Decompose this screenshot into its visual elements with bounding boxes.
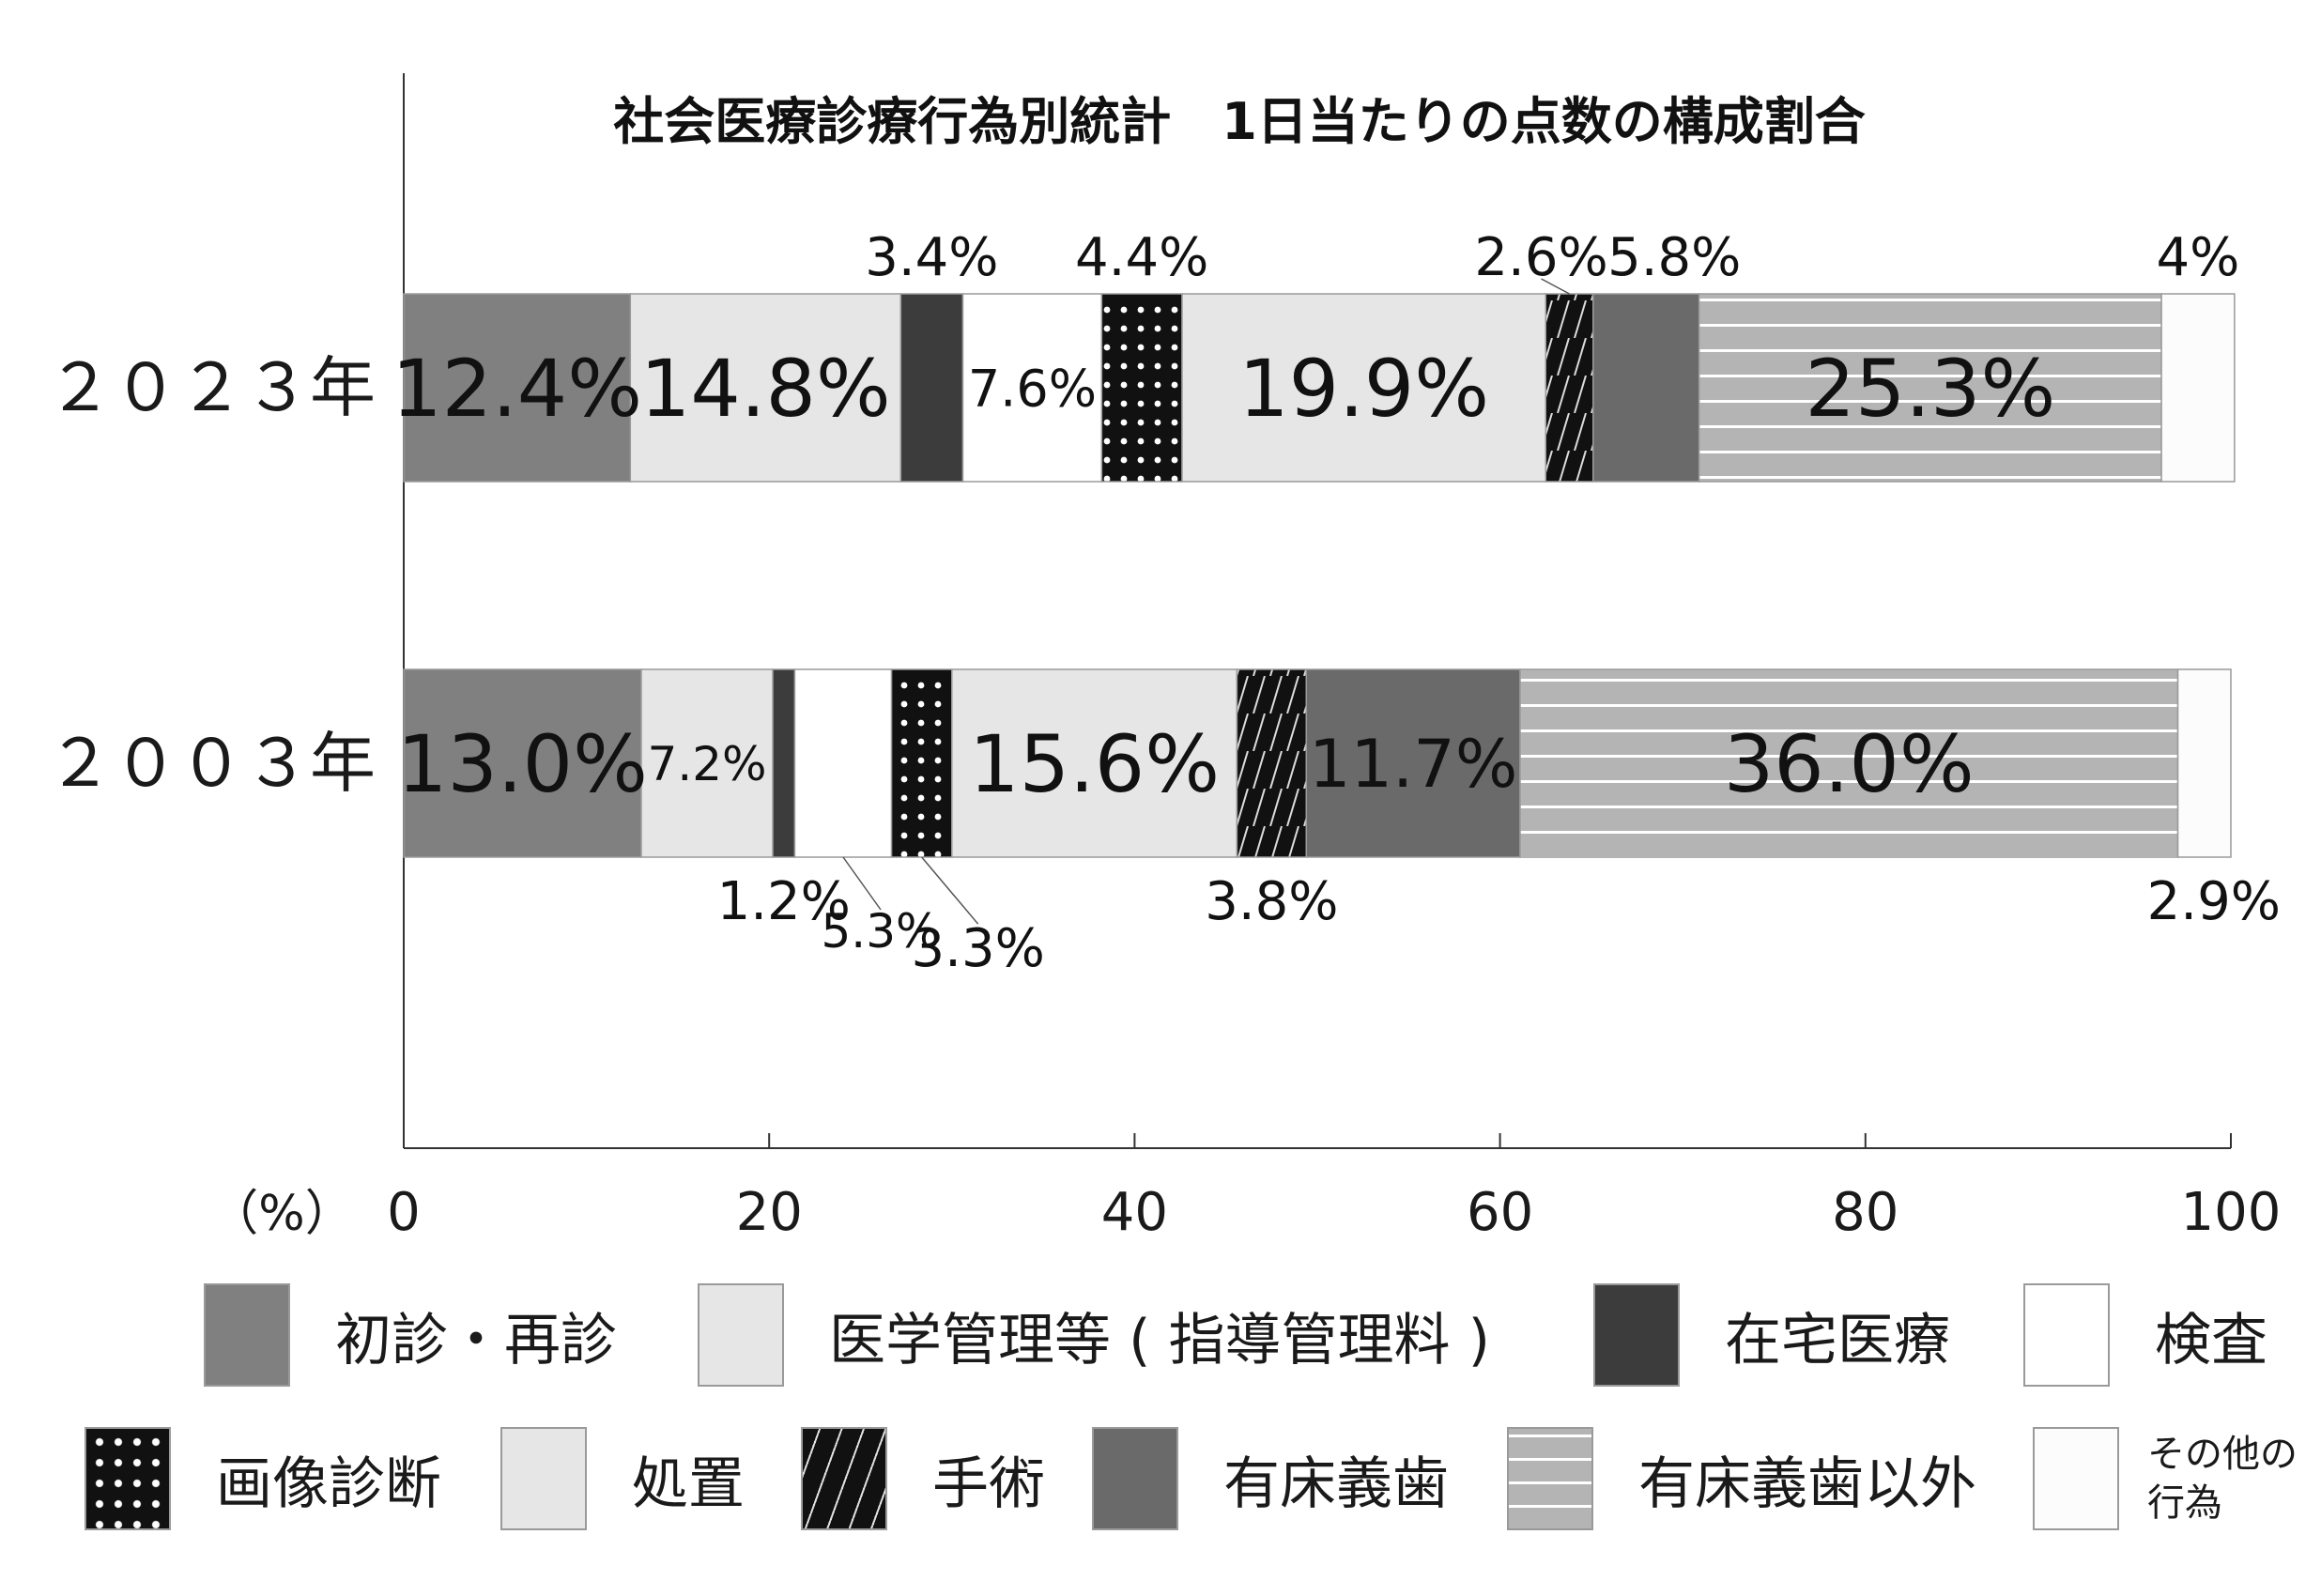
data-label: 4% — [2157, 227, 2240, 288]
axes — [403, 73, 2231, 1149]
category-label: ２０２３年 — [47, 349, 376, 426]
label-leader-line — [1541, 278, 1570, 295]
bar-segment — [1545, 293, 1594, 483]
bar-segment — [1181, 293, 1546, 483]
data-labels: 12.4%14.8% 3.4% 7.6% 4.4% 19.9% 2.6% 5.8% 25.3%… — [392, 227, 2281, 979]
bar-segment — [793, 668, 893, 858]
bar-segment — [1519, 668, 2179, 858]
data-label: 11.7% — [1309, 726, 1517, 803]
bar-segment — [890, 668, 953, 858]
data-label: 3.8% — [1205, 871, 1338, 932]
category-labels: ２０２３年 ２００３年 — [47, 349, 376, 802]
bar-segment — [1592, 293, 1700, 483]
bar-segments — [403, 293, 2236, 858]
data-label: 7.2% — [648, 737, 767, 791]
x-tick-label: 100 — [2181, 1182, 2282, 1243]
bar-segment — [899, 293, 964, 483]
data-label: 19.9% — [1238, 343, 1489, 435]
bar-segment — [403, 293, 632, 483]
x-axis-ticks: 0 20 40 60 80 100 — [387, 1133, 2281, 1243]
bar-segment — [2176, 668, 2232, 858]
bar-segment — [1100, 293, 1183, 483]
data-label: 5.8% — [1607, 227, 1741, 288]
data-label: 5.3% — [821, 904, 940, 959]
x-tick-label: 20 — [736, 1182, 803, 1243]
category-label: ２００３年 — [47, 725, 376, 802]
data-label: 3.4% — [865, 227, 998, 288]
data-label: 7.6% — [968, 359, 1097, 418]
data-label: 14.8% — [640, 343, 891, 435]
x-tick-label: 80 — [1832, 1182, 1898, 1243]
data-label: 2.6% — [1474, 227, 1607, 288]
bar-segment — [640, 668, 774, 858]
bar-segment — [2160, 293, 2236, 483]
data-label: 2.9% — [2147, 871, 2281, 932]
data-label: 1.2% — [717, 871, 851, 932]
x-tick-label: 60 — [1467, 1182, 1533, 1243]
label-leader-line — [842, 856, 882, 911]
label-leader-line — [921, 856, 979, 925]
bar-segment — [403, 668, 642, 858]
x-axis-unit-label: （%） — [209, 1186, 353, 1242]
data-label: 13.0% — [397, 718, 648, 810]
bar-segment — [629, 293, 902, 483]
data-label: 15.6% — [969, 718, 1220, 810]
bar-segment — [772, 668, 796, 858]
x-tick-label: 0 — [387, 1182, 421, 1243]
bar-segment — [1305, 668, 1521, 858]
bar-segment — [1698, 293, 2162, 483]
data-label: 36.0% — [1724, 718, 1975, 810]
data-label: 12.4% — [392, 343, 642, 435]
bar-segment — [951, 668, 1238, 858]
x-tick-label: 40 — [1101, 1182, 1168, 1243]
data-label: 4.4% — [1075, 227, 1208, 288]
bar-segment — [1236, 668, 1308, 858]
bar-segment — [961, 293, 1103, 483]
data-label: 25.3% — [1805, 343, 2055, 435]
chart-title: 社会医療診療行為別統計 1日当たりの点数の構成割合 — [613, 92, 1866, 151]
data-label: 3.3% — [912, 918, 1045, 979]
